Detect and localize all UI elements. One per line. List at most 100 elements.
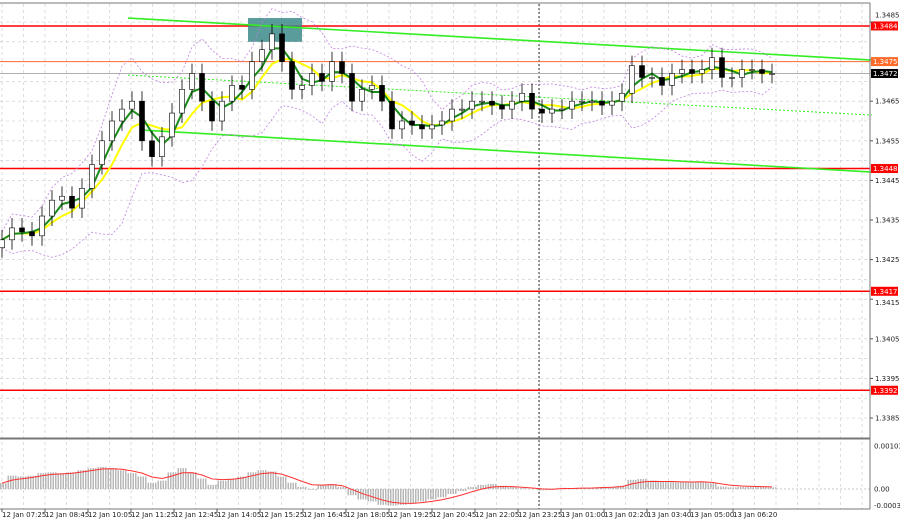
candle-body [549, 108, 555, 114]
candle-body [269, 33, 275, 51]
candle-body [299, 85, 305, 90]
candle-body [129, 100, 135, 110]
level-tag [871, 21, 898, 31]
candle-body [659, 77, 665, 86]
candle-body [289, 61, 295, 90]
candle-body [539, 108, 545, 114]
candle-body [569, 100, 575, 110]
level-tag [871, 385, 898, 395]
time-tick-label: 12 Jan 18:05 [346, 511, 390, 519]
candle-body [399, 120, 405, 130]
candle-body [639, 65, 645, 78]
highlight-box [248, 18, 302, 42]
candle-body [9, 227, 15, 241]
candle-body [329, 61, 335, 82]
price-tick-label: 1.3415 [875, 299, 900, 307]
candle-body [109, 120, 115, 142]
level-label: 1.3484 [873, 22, 898, 30]
trendline [127, 17, 873, 61]
time-tick-label: 13 Jan 05:00 [690, 511, 734, 519]
candle-body [579, 100, 585, 103]
price-tick-label: 1.3435 [875, 217, 900, 225]
highlight-box-layer [248, 18, 302, 42]
candle-body [599, 100, 605, 106]
envelope-bands [1, 8, 773, 258]
level-tag [871, 57, 898, 67]
candle-body [99, 140, 105, 165]
time-tick-label: 12 Jan 14:05 [217, 511, 261, 519]
macd-panel [0, 466, 870, 506]
macd-tick-label: 0.00103 [874, 443, 900, 451]
frame [0, 2, 871, 510]
level-label: 1.3448 [873, 165, 898, 173]
candle-body [529, 92, 535, 110]
candle-body [439, 120, 445, 126]
time-tick-label: 12 Jan 20:45 [432, 511, 476, 519]
price-tick-label: 1.3395 [875, 375, 900, 383]
candle-body [649, 77, 655, 79]
time-tick-label: 12 Jan 10:05 [88, 511, 132, 519]
price-tick-label: 1.3445 [875, 177, 900, 185]
candle-body [199, 73, 205, 102]
candle-body [609, 100, 615, 106]
time-tick-label: 13 Jan 02:20 [604, 511, 648, 519]
time-tick-label: 12 Jan 23:25 [518, 511, 562, 519]
level-label: 1.3417 [873, 288, 898, 296]
candle-body [89, 164, 95, 189]
candle-body [139, 100, 145, 142]
candle-body [379, 85, 385, 102]
candle-body [479, 100, 485, 103]
grid [0, 4, 870, 509]
candle-body [29, 231, 35, 237]
level-tag [871, 68, 898, 78]
price-tick-label: 1.3405 [875, 335, 900, 343]
time-tick-label: 13 Jan 06:20 [733, 511, 777, 519]
candle-body [509, 100, 515, 110]
candle-body [79, 188, 85, 209]
price-tick-label: 1.3455 [875, 137, 900, 145]
level-label: 1.3392 [873, 387, 898, 395]
candle-body [759, 69, 765, 74]
candle-body [449, 108, 455, 122]
moving-averages [1, 47, 773, 241]
candle-body [409, 120, 415, 126]
candle-body [699, 69, 705, 74]
candle-body [429, 124, 435, 130]
candle-body [589, 100, 595, 103]
candle-body [719, 57, 725, 78]
candle-body [669, 73, 675, 86]
moving-average-slow [1, 58, 773, 241]
time-tick-label: 12 Jan 11:25 [131, 511, 175, 519]
macd-tick-label: 0.00 [874, 486, 890, 494]
candle-body [489, 100, 495, 106]
level-label: 1.3472 [873, 70, 898, 78]
level-tag [871, 164, 898, 174]
time-tick-label: 12 Jan 16:45 [303, 511, 347, 519]
candle-body [169, 112, 175, 138]
candle-body [69, 195, 75, 209]
candle-body [239, 85, 245, 90]
candle-body [689, 69, 695, 74]
candle-body [319, 73, 325, 82]
candle-body [59, 195, 65, 201]
candle-body [619, 92, 625, 102]
candle-body [369, 85, 375, 90]
candles [0, 23, 775, 258]
candle-body [339, 61, 345, 74]
candle-body [359, 89, 365, 102]
candle-body [729, 77, 735, 79]
candle-body [559, 108, 565, 111]
candle-body [249, 61, 255, 90]
trendline [141, 129, 873, 173]
time-tick-label: 12 Jan 12:45 [174, 511, 218, 519]
candle-body [469, 100, 475, 110]
time-tick-label: 12 Jan 15:25 [260, 511, 304, 519]
candle-body [419, 124, 425, 130]
candle-body [679, 69, 685, 74]
candle-body [0, 239, 5, 249]
candle-body [749, 69, 755, 71]
candle-body [519, 92, 525, 102]
